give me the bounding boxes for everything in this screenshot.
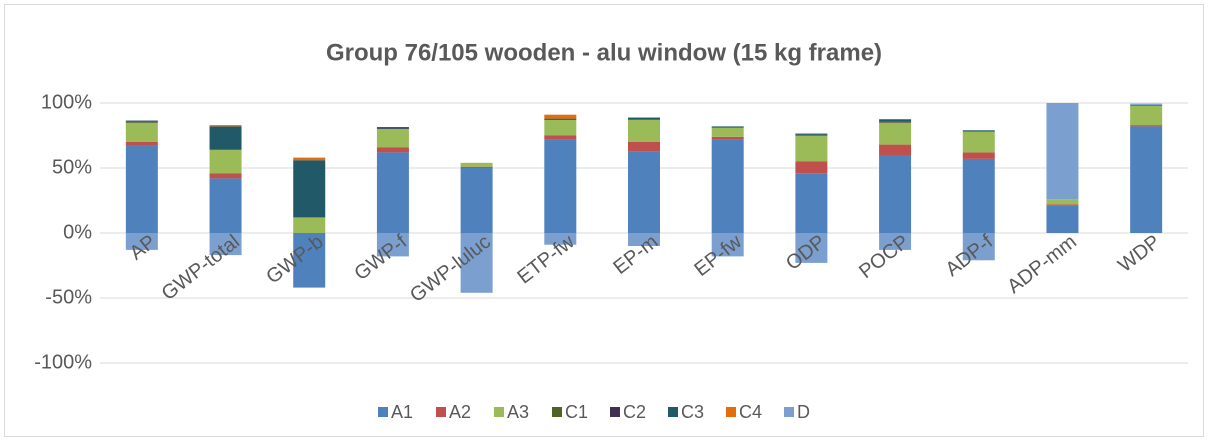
bar-segment [628,119,660,120]
bar-segment [962,158,995,233]
bar-segment [879,233,912,250]
bar-segment [962,131,995,153]
bar-segment [1130,104,1163,106]
legend-swatch [784,407,794,417]
legend-swatch [726,407,736,417]
legend-label: A3 [507,402,529,422]
bar-segment [1130,125,1163,127]
bar-segment [628,117,660,118]
bar-segment [879,121,912,123]
legend-swatch [436,407,446,417]
bar-segment [1130,105,1163,126]
legend-label: D [797,402,810,422]
bar-segment [879,155,912,233]
legend-label: C1 [565,402,588,422]
y-tick-label: -100% [34,351,92,373]
bar-segment [795,135,828,162]
bar-segment [795,233,828,263]
bar-segment [376,128,409,129]
bar-segment [544,118,577,120]
bar-segment [125,122,158,142]
bar-segment [460,168,493,233]
bar-segment [544,114,577,119]
legend-swatch [494,407,504,417]
bar-segment [879,119,912,122]
legend-swatch [552,407,562,417]
bar-segment [209,173,242,179]
legend-label: A2 [449,402,471,422]
bar-segment [628,119,660,142]
bar-segment [209,233,242,256]
bar-segment [711,233,744,257]
bar-segment [628,151,660,233]
bar-segment [711,136,744,140]
bar-segment [125,142,158,146]
legend-label: C2 [623,402,646,422]
legend-label: C3 [681,402,704,422]
bar-segment [962,152,995,159]
bar-segment [376,129,409,148]
bar-segment [209,125,242,127]
bar-segment [544,139,577,233]
bar-segment [962,233,995,261]
legend-swatch [378,407,388,417]
bar-segment [1130,103,1163,105]
bar-segment [125,145,158,233]
legend-swatch [668,407,678,417]
bar-segment [376,152,409,233]
bar-segment [628,233,660,246]
legend-swatch [610,407,620,417]
bar-segment [711,127,744,137]
bar-segment [460,233,493,293]
chart-title: Group 76/105 wooden - alu window (15 kg … [326,39,882,66]
bar-segment [544,233,577,245]
bar-segment [795,134,828,136]
bar-segment [628,117,660,120]
bar-segment [1046,103,1079,200]
bar-segment [544,135,577,140]
y-tick-label: 0% [63,221,92,243]
bar-segment [376,147,409,153]
bar-segment [125,233,158,250]
bar-segment [376,127,409,129]
bar-segment [879,144,912,155]
bar-segment [209,178,242,233]
bar-segment [293,160,326,218]
legend-label: A1 [391,402,413,422]
bar-segment [460,166,493,168]
bar-segment [293,233,326,288]
bar-segment [1046,204,1079,206]
y-tick-label: 50% [52,156,92,178]
bar-segment [628,142,660,152]
bar-segment [209,126,242,150]
bar-segment [1046,205,1079,233]
bar-segment [293,157,326,161]
bar-segment [376,233,409,257]
bar-segment [711,126,744,128]
bar-segment [293,217,326,233]
bar-segment [1130,126,1163,233]
bar-segment [125,120,158,122]
bar-segment [962,130,995,132]
chart-border [4,4,1204,437]
bar-segment [795,161,828,174]
bar-segment [460,162,493,167]
y-tick-label: -50% [45,286,92,308]
bar-segment [879,122,912,145]
bar-segment [544,119,577,136]
y-tick-label: 100% [41,91,92,113]
legend-label: C4 [739,402,762,422]
bar-segment [125,121,158,123]
bar-segment [795,173,828,233]
bar-segment [1046,199,1079,205]
bar-segment [795,133,828,135]
bar-segment [711,139,744,233]
bar-segment [209,149,242,174]
